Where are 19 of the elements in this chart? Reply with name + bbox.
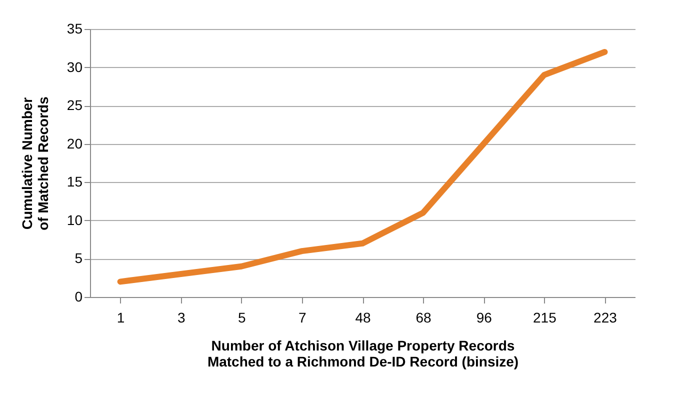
x-tick-label: 215 <box>532 310 557 326</box>
y-tick-label: 35 <box>66 20 83 36</box>
x-tick-label: 1 <box>116 310 125 326</box>
y-tick-label: 15 <box>66 174 83 190</box>
y-tick-label: 10 <box>66 212 83 228</box>
y-tick-label: 0 <box>74 288 83 304</box>
x-tick-label: 48 <box>355 310 371 326</box>
x-tick-label: 7 <box>298 310 307 326</box>
y-tick-label: 25 <box>66 97 83 114</box>
x-axis-title: Number of Atchison Village Property Records Matched to a Richmond De-ID Record (binsize) <box>207 338 519 370</box>
x-tick-label: 96 <box>476 310 492 326</box>
x-tick-label: 68 <box>416 310 432 326</box>
x-tick-label: 5 <box>238 310 246 326</box>
y-tick-label: 5 <box>74 250 83 266</box>
x-tick-label: 3 <box>177 310 186 326</box>
y-axis-title: Cumulative Number of Matched Records <box>18 96 51 230</box>
y-tick-label: 30 <box>66 58 83 75</box>
x-tick-label: 223 <box>594 310 618 326</box>
y-tick-label: 20 <box>66 135 83 152</box>
